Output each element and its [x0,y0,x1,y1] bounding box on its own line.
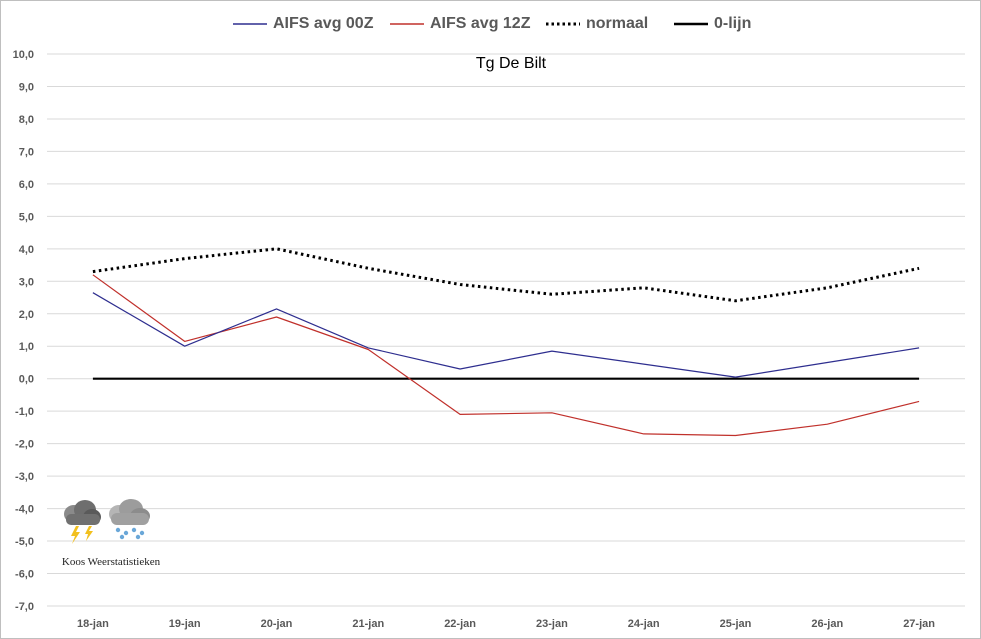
series-line-normaal [92,247,920,303]
x-tick-label: 26-jan [811,618,843,630]
x-tick-label: 27-jan [903,618,935,630]
legend-item-12z: AIFS avg 12Z [390,12,530,36]
x-tick-label: 22-jan [444,618,476,630]
y-tick-label: 9,0 [19,81,34,93]
weather-icons [64,499,150,544]
y-tick-label: 3,0 [19,276,34,288]
legend-item-0-lijn: 0-lijn [674,12,751,36]
x-tick-label: 18-jan [77,618,109,630]
y-tick-label: -5,0 [15,536,34,548]
x-tick-label: 21-jan [352,618,384,630]
snow-cloud-icon [109,499,150,540]
legend-swatch-12z [390,23,424,25]
y-tick-label: 5,0 [19,211,34,223]
y-tick-label: 8,0 [19,114,34,126]
y-tick-label: -2,0 [15,439,34,451]
series-line-aifs-avg-12z [92,274,920,437]
y-tick-label: -6,0 [15,569,34,581]
series-line-aifs-avg-00z [92,292,920,378]
legend-label-00z: AIFS avg 00Z [273,15,374,32]
y-tick-label: 1,0 [19,341,34,353]
x-tick-label: 20-jan [261,618,293,630]
y-tick-label: -1,0 [15,406,34,418]
y-tick-label: -7,0 [15,601,34,613]
y-tick-label: -3,0 [15,471,34,483]
legend-swatch-00z [233,23,267,25]
y-tick-label: 7,0 [19,146,34,158]
logo-caption: Koos Weerstatistieken [61,556,161,568]
legend-item-00z: AIFS avg 00Z [233,12,373,36]
y-tick-label: 2,0 [19,309,34,321]
legend-label-normaal: normaal [586,15,649,32]
legend-item-normaal: normaal [546,12,648,36]
x-tick-label: 23-jan [536,618,568,630]
y-tick-label: 6,0 [19,179,34,191]
x-tick-label: 25-jan [720,618,752,630]
thunderstorm-cloud-icon [64,500,101,544]
y-tick-label: 0,0 [19,374,34,386]
y-tick-label: 10,0 [13,49,34,61]
legend-label-0-lijn: 0-lijn [714,15,752,32]
legend-swatch-normaal [546,22,580,26]
x-tick-label: 24-jan [628,618,660,630]
legend-swatch-0-lijn [674,22,708,26]
y-tick-label: 4,0 [19,244,34,256]
logo: Koos Weerstatistieken [56,494,166,574]
legend: AIFS avg 00Z AIFS avg 12Z normaal 0-lijn [0,12,981,36]
y-tick-label: -4,0 [15,504,34,516]
legend-label-12z: AIFS avg 12Z [430,15,531,32]
x-tick-label: 19-jan [169,618,201,630]
chart-title: Tg De Bilt [475,55,547,72]
